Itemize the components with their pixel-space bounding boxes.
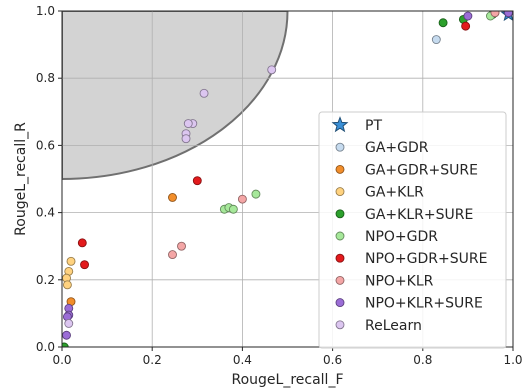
data-point-ga-klr [63,281,71,289]
x-tick-label: 0.2 [143,353,162,367]
y-tick-label: 0.8 [36,71,55,85]
data-point-npo-klr-sure [504,9,512,17]
data-point-npo-klr [168,251,176,259]
legend-label-npo-klr-sure: NPO+KLR+SURE [365,296,483,312]
data-point-relearn [65,319,73,327]
legend-label-ga-gdr: GA+GDR [365,140,429,156]
data-point-npo-gdr-sure [81,261,89,269]
y-tick-label: 0.0 [36,340,55,354]
x-tick-label: 0.0 [52,353,71,367]
data-point-npo-klr-sure [464,12,472,20]
legend: PT GA+GDR GA+GDR+SURE GA+KLR GA+KLR+SURE NPO+… [319,112,506,348]
data-point-relearn [184,120,192,128]
data-point-relearn [200,89,208,97]
legend-label-ga-gdr-sure: GA+GDR+SURE [365,162,478,178]
legend-marker-relearn [336,321,344,329]
data-point-relearn [268,66,276,74]
data-point-ga-gdr-sure [168,193,176,201]
data-point-npo-gdr [252,190,260,198]
legend-label-ga-klr: GA+KLR [365,185,424,201]
data-point-npo-gdr [229,205,237,213]
data-point-ga-klr-sure [439,19,447,27]
legend-marker-ga-klr [336,188,344,196]
x-tick-label: 0.4 [233,353,252,367]
legend-label-npo-gdr-sure: NPO+GDR+SURE [365,251,487,267]
data-point-npo-klr [178,242,186,250]
data-point-npo-gdr-sure [78,239,86,247]
data-point-npo-klr [238,195,246,203]
x-tick-label: 0.6 [323,353,342,367]
data-point-ga-klr [67,257,75,265]
data-point-relearn [182,135,190,143]
x-axis-label: RougeL_recall_F [231,372,343,388]
legend-label-relearn: ReLearn [365,318,422,334]
legend-marker-npo-gdr [336,232,344,240]
legend-label-npo-gdr: NPO+GDR [365,229,438,245]
legend-marker-npo-klr [336,276,344,284]
data-point-npo-klr [491,9,499,17]
legend-label-ga-klr-sure: GA+KLR+SURE [365,207,473,223]
y-tick-label: 0.4 [36,206,55,220]
legend-label-pt: PT [365,118,382,134]
y-axis-label: RougeL_recall_R [13,122,29,236]
y-tick-label: 0.6 [36,138,55,152]
data-point-npo-gdr-sure [193,177,201,185]
data-point-ga-gdr [432,36,440,44]
data-point-npo-gdr-sure [462,22,470,30]
legend-marker-npo-gdr-sure [336,254,344,262]
y-tick-label: 1.0 [36,4,55,18]
x-tick-label: 1.0 [503,353,522,367]
legend-marker-ga-gdr-sure [336,165,344,173]
y-tick-label: 0.2 [36,273,55,287]
legend-marker-ga-klr-sure [336,210,344,218]
legend-label-npo-klr: NPO+KLR [365,273,434,289]
x-axis-ticks: 0.0 0.2 0.4 0.6 0.8 1.0 [52,347,522,367]
legend-marker-ga-gdr [336,143,344,151]
legend-marker-npo-klr-sure [336,299,344,307]
y-axis-ticks: 0.0 0.2 0.4 0.6 0.8 1.0 [36,4,62,354]
x-tick-label: 0.8 [413,353,432,367]
data-point-npo-klr-sure [63,331,71,339]
